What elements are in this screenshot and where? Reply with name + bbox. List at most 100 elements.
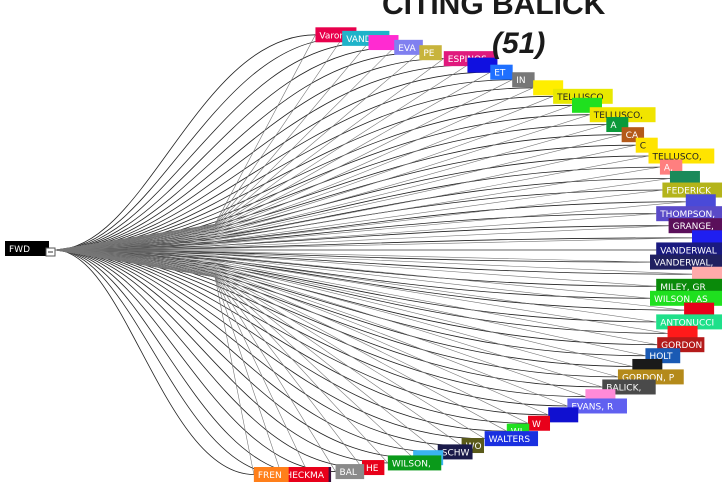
leaf-node-label: WILSON, AS (654, 295, 708, 305)
leaf-node-label: FEDERICK (666, 187, 712, 197)
leaf-node-box (512, 72, 535, 88)
leaf-node[interactable]: SCHW (437, 444, 473, 460)
leaf-node[interactable]: FEDERICK (662, 182, 722, 198)
citation-curve (54, 34, 316, 251)
leaf-node[interactable]: PE (419, 45, 442, 61)
leaf-node[interactable]: A, (659, 159, 683, 175)
leaf-node-label: VANDER (346, 35, 383, 45)
leaf-node-label: SCHW (442, 448, 470, 458)
citation-curve (54, 249, 362, 468)
leaf-node[interactable] (685, 194, 716, 210)
leaf-node[interactable] (467, 57, 498, 73)
leaf-node[interactable]: EVANS, R (567, 398, 627, 414)
leaf-node-label: GORDON, P (622, 373, 675, 383)
leaf-node[interactable] (684, 302, 715, 318)
citation-leaves: VaronVANDEREVAPEESPINOSETINTELLUSCOTELLU… (253, 27, 722, 482)
citation-curve (54, 124, 607, 251)
leaf-node[interactable] (667, 325, 698, 341)
citation-fan-line (54, 249, 651, 263)
leaf-node-box (419, 45, 442, 61)
citation-fan-line (54, 249, 658, 345)
leaf-node[interactable]: ANTONUCCI (656, 314, 722, 330)
leaf-node-box (692, 266, 722, 282)
root-node[interactable]: FWD (5, 241, 56, 257)
leaf-node[interactable]: IN (512, 72, 535, 88)
leaf-node[interactable] (692, 266, 722, 282)
leaf-node-box (667, 325, 698, 341)
leaf-node[interactable]: VANDERWAL, (650, 254, 722, 270)
leaf-node[interactable]: ET (490, 64, 513, 80)
citation-curve (54, 249, 438, 453)
leaf-node-label: Varon (319, 31, 345, 41)
leaf-node[interactable]: FREN (253, 467, 289, 482)
citation-fan-line (54, 249, 619, 378)
leaf-node[interactable]: TELLUSCO, (589, 107, 656, 123)
leaf-node-label: HECKMA (285, 471, 324, 481)
leaf-node-label: EVA (398, 44, 416, 54)
leaf-node-box (656, 314, 722, 330)
root-node-box (5, 241, 49, 256)
leaf-node-box (368, 35, 399, 51)
leaf-node-box (684, 302, 715, 318)
leaf-node[interactable]: BAL (335, 464, 365, 480)
citation-curve (54, 64, 468, 251)
leaf-node[interactable] (368, 35, 399, 51)
leaf-node[interactable]: GRANGE, (668, 218, 722, 234)
leaf-node-label: GORDON (661, 341, 702, 351)
citation-fan-line (54, 105, 573, 251)
citation-fan-line (54, 249, 549, 416)
leaf-node-box (490, 64, 513, 80)
citation-curve (54, 249, 462, 446)
leaf-node[interactable]: BALICK, (602, 379, 656, 395)
leaf-node-box (335, 464, 365, 480)
leaf-node-box (662, 182, 722, 198)
leaf-node[interactable]: WALTERS (484, 431, 539, 447)
leaf-node[interactable] (548, 407, 579, 423)
diagram-title: CITING BALICK (382, 0, 606, 21)
leaf-node-label: WALTERS (489, 435, 531, 445)
leaf-node[interactable]: WILSON, (387, 455, 442, 471)
leaf-node-box (394, 39, 423, 55)
citation-fan-line (54, 249, 586, 397)
leaf-node-label: ANTONUCCI (660, 318, 714, 328)
leaf-node-label: BALICK, (606, 383, 641, 393)
citation-fan-line (54, 114, 590, 251)
leaf-node[interactable]: HE (361, 460, 385, 476)
leaf-node-box (650, 290, 722, 306)
citation-fan-lines (54, 34, 693, 475)
leaf-node-box (656, 278, 722, 294)
leaf-node-label: TELLUSCO, (651, 153, 701, 163)
leaf-node[interactable]: HECKMA (281, 467, 329, 482)
citation-curve (54, 249, 282, 475)
leaf-node-label: THOMPSON, (659, 210, 715, 220)
citation-fan-line (54, 201, 686, 251)
citation-curve (54, 249, 254, 475)
leaf-node[interactable] (692, 230, 722, 246)
leaf-node-label: FREN (258, 471, 282, 481)
leaf-node-box (650, 254, 722, 270)
citation-fan-line (54, 155, 649, 251)
citation-fan-line (54, 225, 669, 251)
leaf-node-label: GRANGE, (673, 222, 714, 232)
citation-fan-line (54, 189, 663, 251)
citation-fan-line (54, 96, 554, 251)
citation-fan-line (54, 213, 657, 251)
leaf-node[interactable]: THOMPSON, (656, 206, 722, 222)
leaf-node[interactable]: VANDERWAL (656, 242, 722, 258)
leaf-node-label: HOLT (649, 352, 673, 362)
leaf-node[interactable]: WILSON, AS (650, 290, 722, 306)
leaf-node[interactable] (669, 170, 700, 186)
leaf-node[interactable]: MILEY, GR (656, 278, 722, 294)
citation-fan-line (54, 249, 603, 388)
citation-fan-line (54, 124, 607, 251)
citation-fan-line (54, 249, 568, 407)
leaf-node[interactable]: W (528, 415, 551, 431)
leaf-node-box (528, 415, 551, 431)
leaf-node-label: TELLUSCO, (593, 111, 643, 121)
citation-fan-line (54, 249, 693, 275)
citation-fan-line (54, 237, 693, 251)
leaf-node[interactable]: EVA (394, 39, 423, 55)
citation-fan-line (54, 79, 513, 251)
citation-curve (54, 58, 444, 251)
